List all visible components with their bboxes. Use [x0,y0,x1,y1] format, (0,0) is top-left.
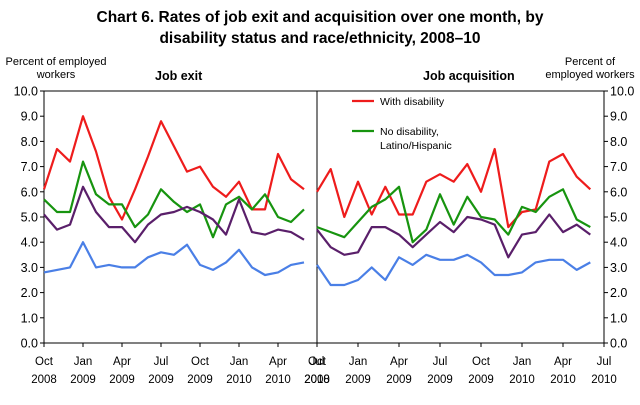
y-axis-label-left: Percent of employed workers [5,56,107,81]
legend-label-no-disability-line-1: No disability, [380,126,439,138]
y-tick-label-right: 2.0 [610,286,627,300]
x-tick-label-month: Jul [310,356,325,368]
series-line-purple-panel-1 [43,185,305,244]
legend-label-no-disability-line-2: Latino/Hispanic [380,140,452,152]
y-tick-label-right: 8.0 [610,135,627,149]
x-tick-label-month: Oct [308,356,327,368]
x-tick-label-year: 2009 [386,374,412,386]
x-tick-label-year: 2009 [468,374,494,386]
y-tick-label-left: 3.0 [21,261,38,275]
x-tick-label-month: Oct [35,356,54,368]
y-tick-label-left: 8.0 [21,135,38,149]
panel-title-job-exit: Job exit [155,69,203,83]
x-tick-label-month: Apr [113,356,131,368]
x-tick-label-month: Apr [390,356,408,368]
y-tick-label-left: 7.0 [21,160,38,174]
y-tick-label-right: 7.0 [610,160,627,174]
y-tick-label-left: 5.0 [21,211,38,225]
series-line-green-panel-2 [316,185,591,244]
x-tick-label-year: 2010 [226,374,252,386]
x-tick-label-year: 2010 [509,374,535,386]
y-tick-label-right: 10.0 [610,85,634,99]
chart-title-line-2: disability status and race/ethnicity, 20… [159,30,481,47]
x-tick-label-year: 2009 [345,374,371,386]
series-line-red-panel-1 [42,115,305,221]
x-tick-label-year: 2009 [109,374,135,386]
x-tick-label-month: Jul [154,356,169,368]
y-axis-label-right: Percent of employed workers [545,56,635,81]
y-tick-label-right: 0.0 [610,337,627,351]
x-tick-label-year: 2009 [70,374,96,386]
panel-title-job-acquisition: Job acquisition [423,69,515,83]
x-tick-label-year: 2010 [550,374,576,386]
x-tick-label-year: 2008 [304,374,330,386]
series-line-blue-panel-2 [316,253,591,287]
x-tick-label-year: 2010 [265,374,291,386]
chart-title-line-1: Chart 6. Rates of job exit and acquisiti… [96,9,544,26]
x-tick-label-year: 2008 [31,374,57,386]
x-tick-label-year: 2009 [187,374,213,386]
x-tick-label-year: 2009 [427,374,453,386]
x-tick-label-month: Jan [74,356,93,368]
series-line-purple-panel-2 [316,213,591,259]
y-tick-label-right: 1.0 [610,311,627,325]
x-tick-label-month: Jan [230,356,249,368]
x-tick-label-month: Oct [191,356,210,368]
y-tick-label-left: 9.0 [21,110,38,124]
x-tick-label-month: Oct [472,356,491,368]
x-tick-label-year: 2010 [591,374,617,386]
x-tick-label-month: Jul [597,356,612,368]
x-tick-label-year: 2010 [304,374,330,386]
y-tick-label-left: 4.0 [21,236,38,250]
y-tick-label-left: 6.0 [21,185,38,199]
series-line-green-panel-1 [43,160,305,239]
x-tick-label-year: 2009 [148,374,174,386]
series-line-red-panel-2 [316,147,592,229]
x-tick-label-month: Jan [513,356,532,368]
y-tick-label-left: 2.0 [21,286,38,300]
legend-label-with-disability: With disability [380,96,445,108]
x-tick-label-month: Jan [349,356,368,368]
y-tick-label-left: 10.0 [14,85,38,99]
x-tick-label-month: Apr [269,356,287,368]
y-tick-label-right: 4.0 [610,236,627,250]
x-tick-label-month: Apr [554,356,572,368]
series-line-blue-panel-1 [43,241,305,277]
y-tick-label-right: 9.0 [610,110,627,124]
y-tick-label-left: 0.0 [21,337,38,351]
y-tick-label-left: 1.0 [21,311,38,325]
x-tick-label-month: Jul [433,356,448,368]
y-tick-label-right: 3.0 [610,261,627,275]
y-tick-label-right: 5.0 [610,211,627,225]
y-tick-label-right: 6.0 [610,185,627,199]
